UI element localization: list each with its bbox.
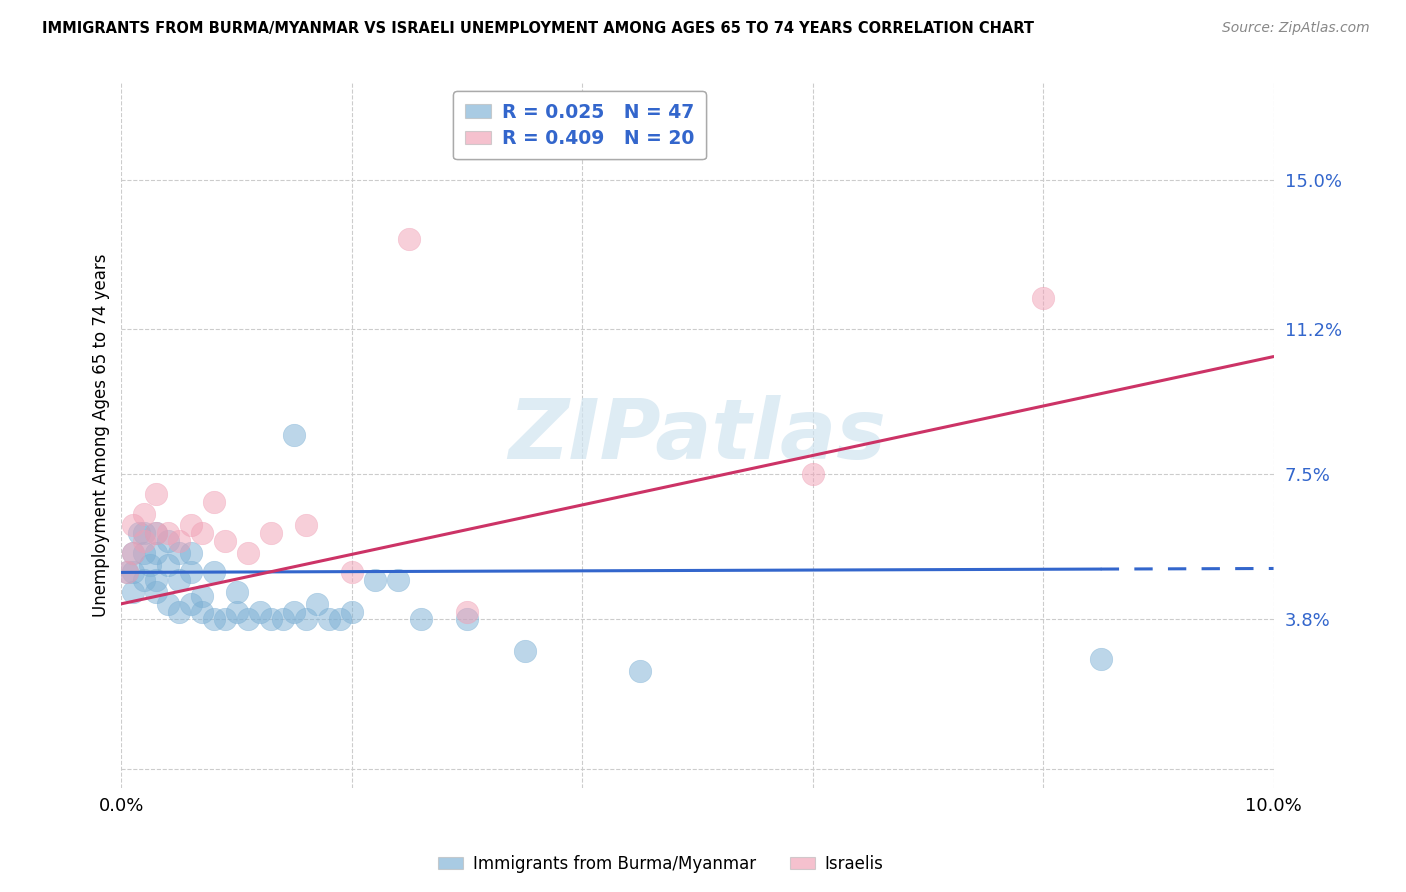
Point	[409, 612, 432, 626]
Point	[122, 546, 145, 560]
Point	[180, 518, 202, 533]
Point	[156, 534, 179, 549]
Point	[628, 664, 651, 678]
Text: ZIPatlas: ZIPatlas	[509, 394, 886, 475]
Point	[214, 534, 236, 549]
Point	[294, 518, 316, 533]
Point	[513, 644, 536, 658]
Point	[180, 546, 202, 560]
Point	[156, 558, 179, 572]
Point	[364, 574, 387, 588]
Point	[167, 534, 190, 549]
Point	[294, 612, 316, 626]
Point	[134, 526, 156, 541]
Point	[260, 612, 283, 626]
Point	[340, 566, 363, 580]
Point	[134, 574, 156, 588]
Legend: Immigrants from Burma/Myanmar, Israelis: Immigrants from Burma/Myanmar, Israelis	[432, 848, 890, 880]
Point	[167, 546, 190, 560]
Point	[191, 589, 214, 603]
Point	[122, 546, 145, 560]
Point	[145, 574, 167, 588]
Text: Source: ZipAtlas.com: Source: ZipAtlas.com	[1222, 21, 1369, 36]
Point	[145, 526, 167, 541]
Point	[191, 605, 214, 619]
Point	[387, 574, 409, 588]
Point	[167, 605, 190, 619]
Point	[115, 566, 138, 580]
Point	[801, 467, 824, 482]
Y-axis label: Unemployment Among Ages 65 to 74 years: Unemployment Among Ages 65 to 74 years	[93, 253, 110, 616]
Point	[456, 605, 478, 619]
Point	[202, 495, 225, 509]
Point	[145, 487, 167, 501]
Point	[340, 605, 363, 619]
Point	[1090, 651, 1112, 665]
Point	[180, 566, 202, 580]
Point	[145, 546, 167, 560]
Point	[122, 585, 145, 599]
Point	[214, 612, 236, 626]
Point	[456, 612, 478, 626]
Point	[307, 597, 329, 611]
Point	[283, 428, 305, 442]
Legend: R = 0.025   N = 47, R = 0.409   N = 20: R = 0.025 N = 47, R = 0.409 N = 20	[453, 91, 706, 160]
Point	[202, 566, 225, 580]
Point	[122, 518, 145, 533]
Point	[398, 232, 420, 246]
Point	[1032, 291, 1054, 305]
Point	[145, 585, 167, 599]
Point	[225, 605, 247, 619]
Point	[145, 526, 167, 541]
Point	[329, 612, 352, 626]
Point	[318, 612, 340, 626]
Point	[238, 546, 260, 560]
Point	[283, 605, 305, 619]
Point	[156, 526, 179, 541]
Point	[134, 546, 156, 560]
Point	[115, 566, 138, 580]
Point	[134, 507, 156, 521]
Point	[156, 597, 179, 611]
Point	[249, 605, 271, 619]
Point	[202, 612, 225, 626]
Point	[122, 566, 145, 580]
Point	[225, 585, 247, 599]
Point	[167, 574, 190, 588]
Point	[139, 558, 162, 572]
Point	[260, 526, 283, 541]
Point	[191, 526, 214, 541]
Text: IMMIGRANTS FROM BURMA/MYANMAR VS ISRAELI UNEMPLOYMENT AMONG AGES 65 TO 74 YEARS : IMMIGRANTS FROM BURMA/MYANMAR VS ISRAELI…	[42, 21, 1035, 37]
Point	[238, 612, 260, 626]
Point	[271, 612, 294, 626]
Point	[180, 597, 202, 611]
Point	[128, 526, 150, 541]
Point	[134, 534, 156, 549]
